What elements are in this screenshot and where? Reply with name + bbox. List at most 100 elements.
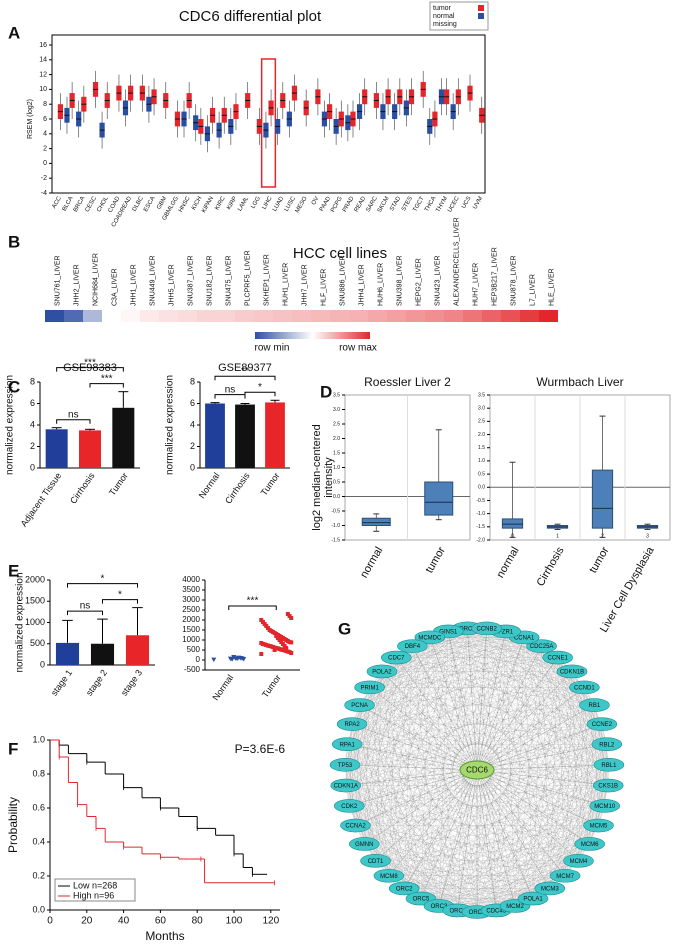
edge [381, 671, 440, 907]
comparison-bracket [56, 367, 124, 372]
edge [412, 645, 573, 672]
edge [549, 705, 595, 889]
edge [420, 724, 603, 899]
x-tick-label: 120 [262, 916, 279, 927]
node [344, 698, 375, 712]
edge [347, 744, 599, 826]
node-label: POLA2 [372, 670, 392, 676]
edge [364, 825, 599, 845]
edge [532, 724, 603, 899]
edge [345, 723, 602, 766]
x-tick-label: OV [311, 196, 321, 207]
comparison-label: *** [84, 357, 96, 368]
bar [112, 407, 135, 468]
edge [420, 637, 431, 899]
edge [467, 628, 610, 765]
heatmap-cell [349, 310, 368, 322]
node-label: MCM6 [581, 842, 599, 848]
edge [364, 843, 566, 876]
edge [476, 743, 607, 771]
edge [364, 744, 607, 845]
category-code: 0 [511, 533, 514, 539]
edge [345, 724, 353, 786]
edge [369, 687, 497, 911]
edge [375, 628, 468, 861]
edge [355, 744, 607, 826]
panel-letter: E [8, 561, 19, 580]
edge [347, 723, 602, 745]
edge [344, 764, 458, 911]
edge [476, 657, 558, 771]
node [589, 799, 621, 813]
x-tick-label: UCS [461, 196, 473, 210]
node [563, 854, 594, 868]
cell-line-label: SNU449_LIVER [149, 255, 156, 306]
edge [355, 785, 609, 826]
y-tick-label: 0.4 [32, 836, 45, 846]
bar [205, 403, 225, 468]
edge [347, 744, 516, 907]
node-label: ORC1 [469, 910, 486, 916]
edge [420, 671, 573, 899]
x-tick-label: ACC [51, 195, 63, 210]
node [354, 680, 385, 695]
heatmap-cell [463, 310, 482, 322]
edge [438, 843, 590, 907]
edge [429, 637, 573, 672]
edge [351, 724, 390, 876]
edge [429, 637, 607, 745]
edge [381, 671, 497, 911]
panel-letter: C [8, 377, 20, 396]
edge [364, 843, 534, 899]
edge [486, 628, 610, 765]
cell-line-label: HUH6_LIVER [377, 263, 384, 306]
edge [359, 704, 440, 907]
edge [557, 657, 599, 826]
heatmap-cell [444, 310, 463, 322]
y-tick-label: 1500 [25, 596, 45, 606]
edge [457, 805, 605, 911]
edge [388, 764, 610, 876]
heatmap-cell [45, 310, 64, 322]
edge [381, 671, 609, 786]
edge [403, 637, 431, 889]
edge [351, 724, 497, 911]
node-label: POLA1 [523, 897, 543, 903]
y-tick-label: 3.5 [478, 392, 485, 398]
edge [352, 657, 558, 725]
edge [396, 657, 458, 911]
edge [375, 860, 534, 899]
node [329, 758, 361, 772]
cell-line-label: SNU475_LIVER [225, 255, 232, 306]
y-tick-label: 3.0 [478, 406, 485, 412]
edge [403, 628, 487, 889]
y-tick-label: 3.5 [333, 392, 340, 398]
edge [429, 637, 558, 658]
node-label: GMNN [355, 842, 373, 848]
edge [396, 657, 579, 861]
edge [420, 805, 605, 899]
y-tick-label: 0.5 [333, 479, 340, 485]
edge [345, 785, 599, 826]
edge [359, 704, 478, 913]
edge [359, 704, 609, 786]
edge [514, 704, 595, 907]
y-tick-label: 4 [43, 131, 47, 138]
y-tick-label: 0.0 [478, 485, 485, 491]
edge [476, 769, 551, 889]
comparison-label: ns [80, 601, 91, 612]
node-label: CCNE1 [548, 656, 569, 662]
edge [359, 704, 579, 861]
edge [345, 764, 605, 807]
edge [359, 704, 550, 889]
edge [476, 805, 605, 913]
edge [345, 785, 579, 862]
p-value: P=3.6E-6 [235, 742, 286, 756]
edge [349, 704, 595, 807]
edge [352, 723, 609, 786]
edge [347, 631, 506, 745]
edge [349, 646, 413, 806]
node-label: MCM7 [556, 874, 574, 880]
edge [388, 646, 542, 876]
edge [429, 637, 478, 771]
